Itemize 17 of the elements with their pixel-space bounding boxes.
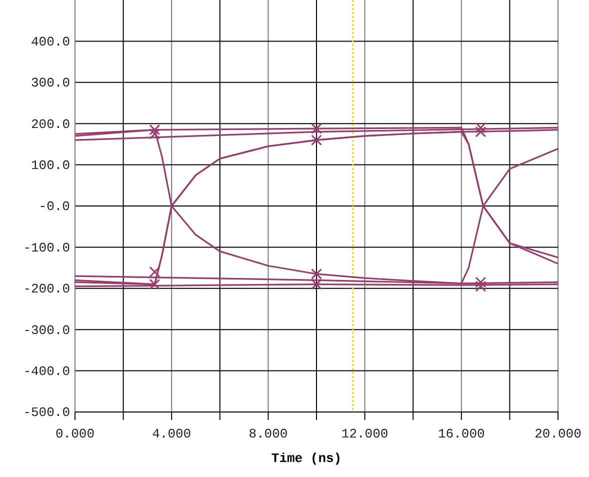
y-tick-label: -500.0 (23, 405, 70, 420)
y-tick-label: 300.0 (30, 76, 70, 91)
y-tick-label: -300.0 (23, 322, 70, 338)
y-tick-label: -200.0 (23, 282, 70, 297)
x-tick-label: 4.000 (152, 426, 192, 442)
x-tick-label: 16.000 (438, 426, 485, 442)
y-tick-label: -0.0 (38, 199, 70, 214)
y-tick-label: 100.0 (30, 158, 70, 173)
x-tick-label: 0.000 (55, 426, 95, 442)
x-tick-label: 12.000 (341, 426, 388, 442)
y-tick-label: -400.0 (23, 364, 70, 379)
x-tick-label: 8.000 (248, 426, 288, 442)
y-tick-label: 400.0 (30, 34, 70, 50)
y-tick-label: -100.0 (23, 240, 70, 256)
y-tick-label: 200.0 (30, 116, 70, 132)
x-axis-title: Time (ns) (271, 451, 342, 466)
x-tick-label: 20.000 (534, 426, 582, 442)
